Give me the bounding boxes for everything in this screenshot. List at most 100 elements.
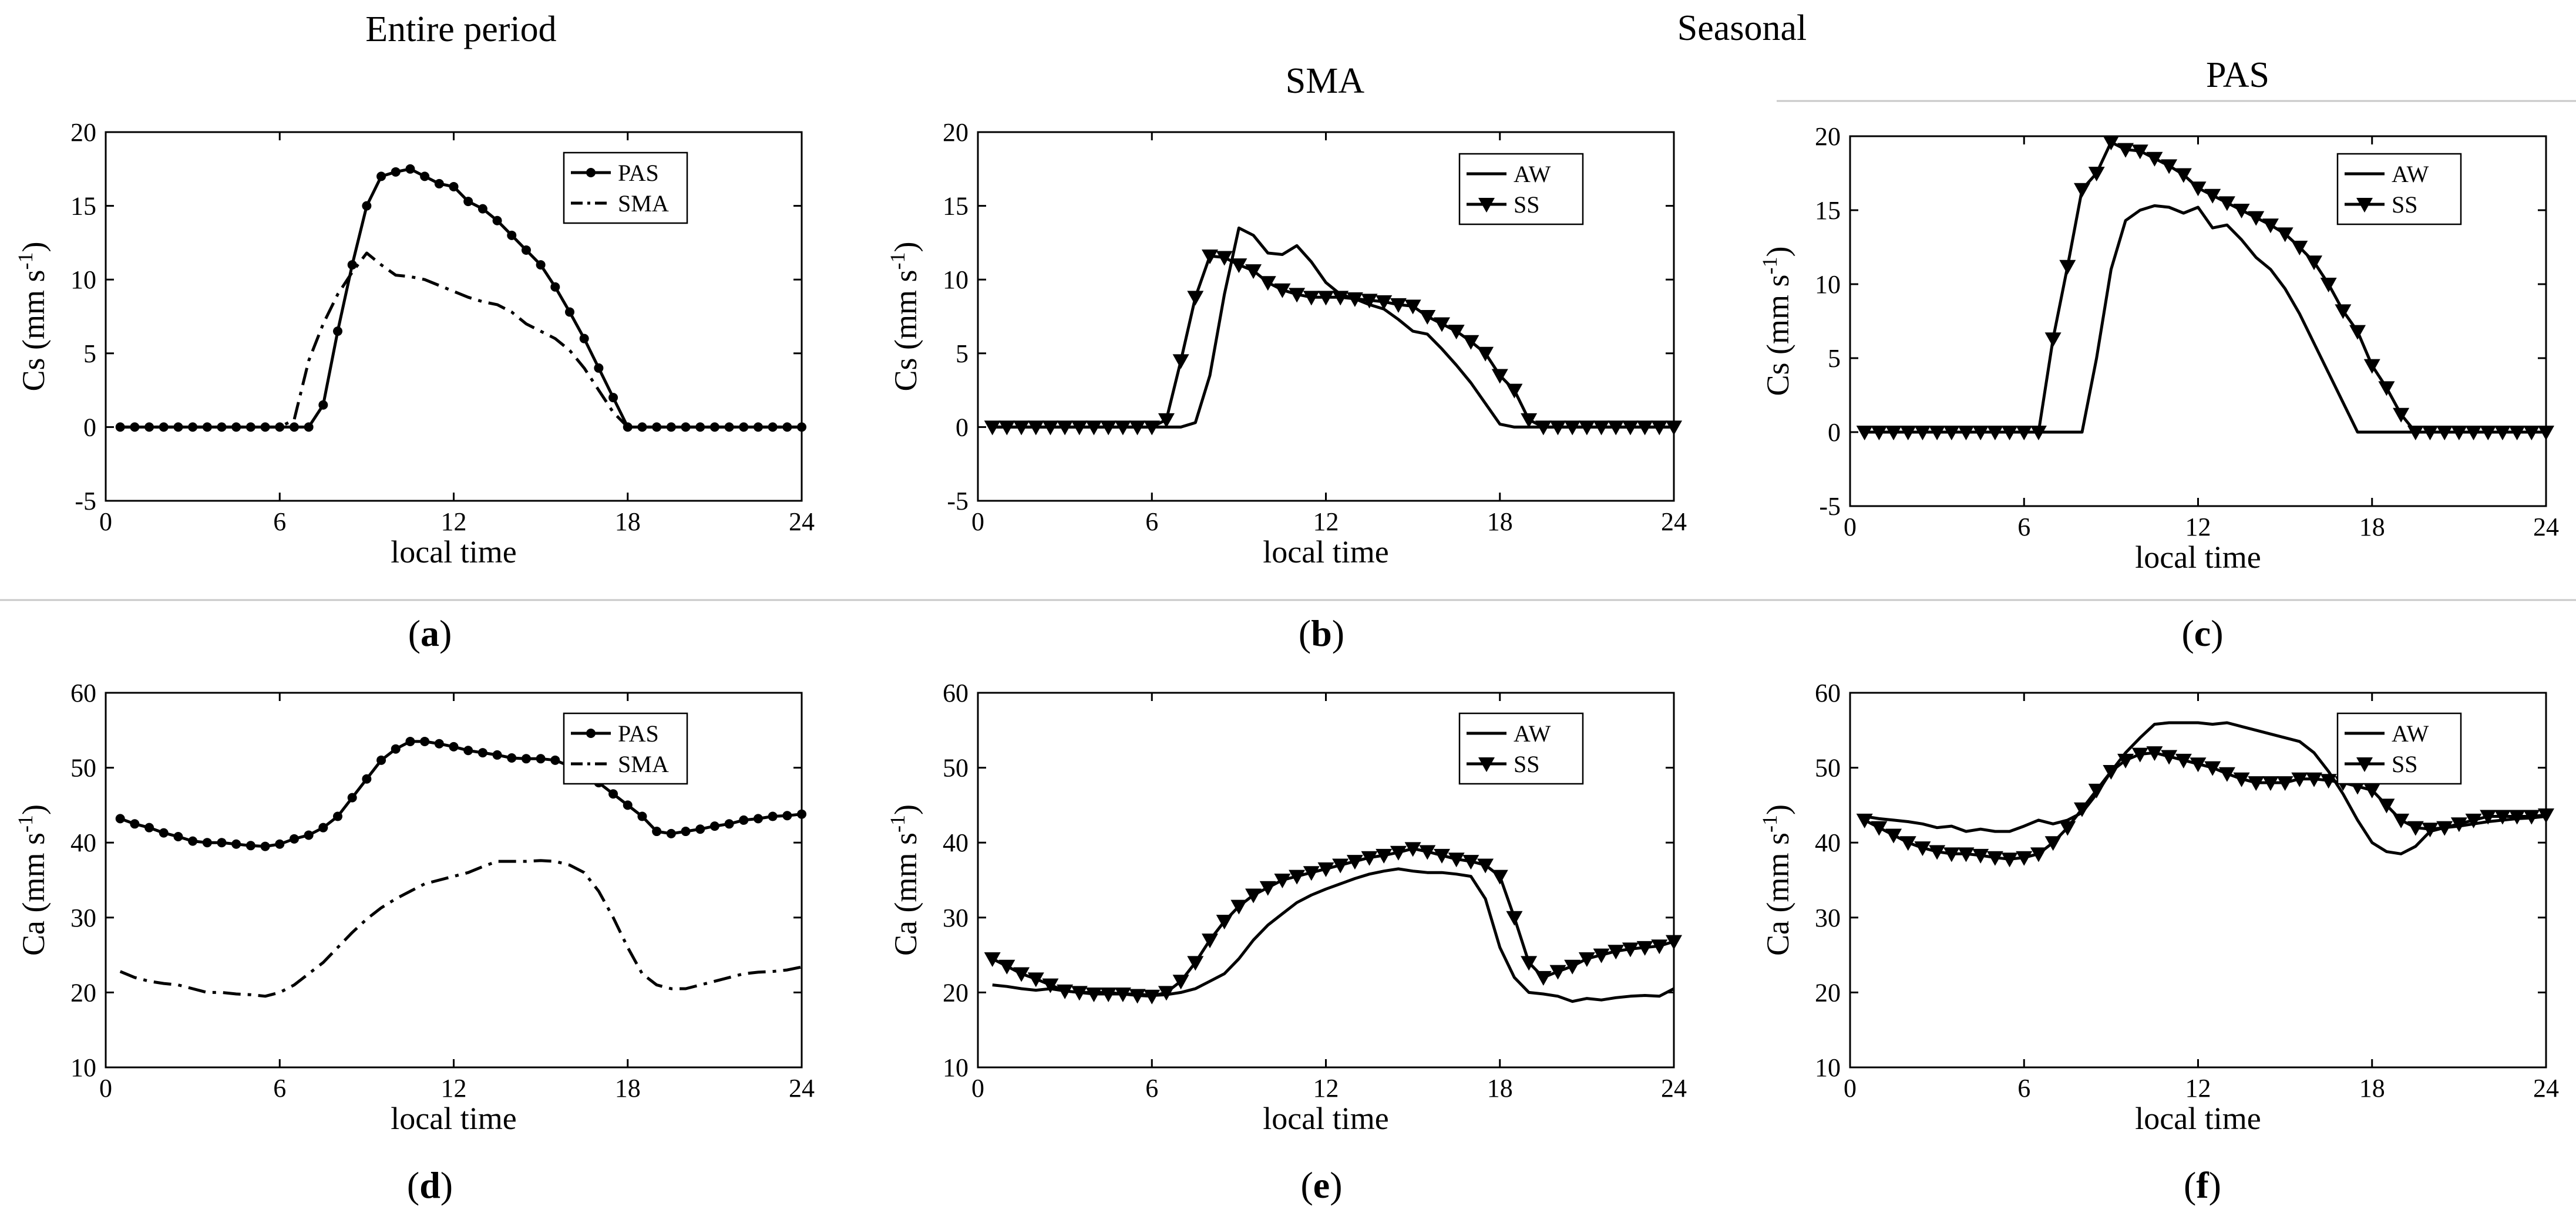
y-axis-label-close: ) <box>888 804 923 815</box>
legend-marker <box>586 168 596 177</box>
data-point <box>1448 852 1465 868</box>
data-point <box>144 823 154 833</box>
data-point <box>2363 783 2380 798</box>
data-point <box>1317 291 1334 306</box>
y-axis-label-close: ) <box>1760 246 1795 257</box>
data-point <box>1506 383 1523 399</box>
data-point <box>2465 426 2482 440</box>
panel-label: (f) <box>2184 1164 2221 1206</box>
chart-panel-f: 0 6 12 18 24 10 20 30 40 50 60 local time Ca (mm s-1… <box>1758 679 2559 1206</box>
data-point <box>1144 989 1161 1005</box>
x-axis-label: local time <box>391 1101 516 1136</box>
data-point <box>2103 764 2120 780</box>
y-tick-label: 40 <box>943 828 968 857</box>
data-point <box>2480 810 2497 825</box>
legend-box <box>563 712 688 785</box>
data-point <box>550 282 560 292</box>
x-tick-label: 12 <box>2185 513 2211 541</box>
data-point <box>477 204 487 214</box>
data-point <box>333 326 342 336</box>
data-point <box>1651 420 1668 436</box>
series-pas <box>115 736 806 851</box>
data-point <box>768 422 778 432</box>
series-ss <box>984 842 1682 1005</box>
legend: AW SS <box>1458 153 1584 225</box>
data-point <box>1274 283 1291 298</box>
legend-marker <box>586 729 596 738</box>
data-point <box>420 171 430 181</box>
data-point <box>2262 776 2279 791</box>
data-point <box>724 819 734 829</box>
data-point <box>1521 413 1538 428</box>
legend-label: AW <box>1514 720 1551 747</box>
data-point <box>463 746 473 756</box>
data-point <box>1274 874 1291 888</box>
data-point <box>1636 941 1653 956</box>
data-point <box>2436 821 2453 836</box>
data-point <box>1404 842 1421 857</box>
data-point <box>1057 420 1074 436</box>
data-point <box>2190 757 2207 773</box>
panel-label-letter: f <box>2196 1164 2209 1206</box>
legend-label: SMA <box>618 751 669 777</box>
data-point <box>2059 260 2076 275</box>
data-point <box>1071 986 1088 1001</box>
data-point <box>1085 987 1102 1002</box>
data-point <box>753 814 763 824</box>
data-point <box>2262 218 2279 234</box>
data-point <box>797 809 806 819</box>
legend-marker <box>2356 198 2373 213</box>
data-point <box>2204 761 2221 776</box>
y-tick-label: 20 <box>1815 978 1841 1007</box>
legend-label: SS <box>1514 191 1540 218</box>
data-point <box>2276 776 2293 791</box>
x-tick-label: 24 <box>789 1074 815 1103</box>
data-point <box>1404 299 1421 315</box>
data-point <box>275 839 285 849</box>
series-line-pas <box>120 167 802 429</box>
data-point <box>173 831 183 841</box>
data-point <box>2131 144 2148 160</box>
panel-label: (b) <box>1299 612 1344 654</box>
data-point <box>1958 426 1975 440</box>
y-axis-label-exponent: -1 <box>14 252 37 269</box>
y-tick-label: 5 <box>83 339 96 368</box>
data-point <box>1071 420 1088 436</box>
data-point <box>1448 325 1465 340</box>
data-point <box>1303 291 1320 306</box>
chart-panel-d: 0 6 12 18 24 10 20 30 40 50 60 local time Ca (mm s-1… <box>14 679 815 1206</box>
data-point <box>318 400 328 410</box>
data-point <box>2393 813 2410 828</box>
data-point <box>1361 294 1378 309</box>
y-axis-label-close: ) <box>16 241 51 252</box>
data-point <box>1042 420 1059 436</box>
x-tick-label: 12 <box>1313 507 1339 536</box>
data-point <box>2436 426 2453 440</box>
data-point <box>1564 420 1581 436</box>
data-point <box>376 755 386 765</box>
data-point <box>1477 858 1494 874</box>
x-tick-label: 6 <box>273 507 286 536</box>
data-point <box>2335 304 2352 319</box>
x-tick-label: 12 <box>441 507 467 536</box>
data-point <box>362 774 372 784</box>
y-tick-label: 20 <box>943 118 968 147</box>
x-tick-label: 24 <box>2533 1074 2559 1103</box>
data-point <box>260 841 270 851</box>
data-point <box>666 422 676 432</box>
legend-box <box>1458 712 1584 785</box>
data-point <box>2175 168 2192 183</box>
data-point <box>2001 852 2018 868</box>
data-point <box>1332 858 1349 874</box>
data-point <box>2074 183 2090 198</box>
data-point <box>492 750 502 760</box>
data-point <box>2494 810 2511 825</box>
data-point <box>1929 426 1946 440</box>
data-point <box>1230 258 1247 274</box>
data-point <box>2508 426 2525 440</box>
x-tick-label: 0 <box>99 507 112 536</box>
x-tick-label: 18 <box>615 1074 641 1103</box>
data-point <box>1376 295 1393 310</box>
data-point <box>2103 136 2120 151</box>
series-pas <box>115 164 806 432</box>
